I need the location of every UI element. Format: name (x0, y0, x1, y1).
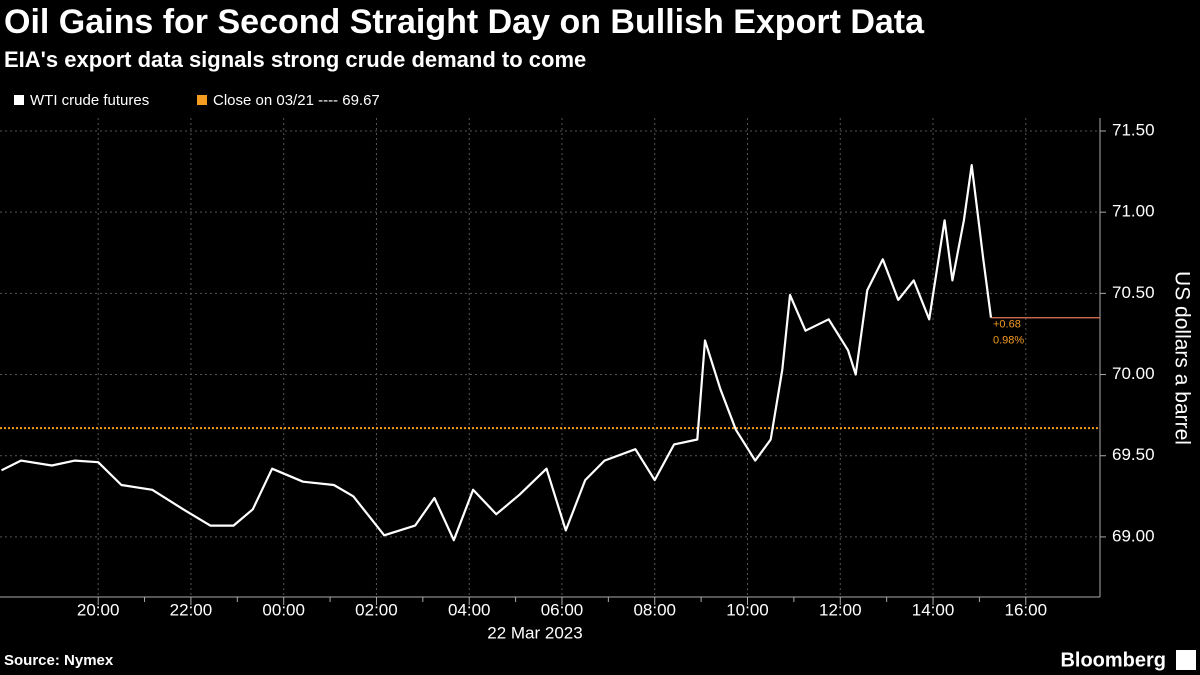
source: Source: Nymex (4, 652, 114, 669)
x-tick-label: 16:00 (1005, 600, 1048, 619)
legend-swatch (14, 95, 24, 105)
x-tick-label: 22:00 (170, 600, 213, 619)
y-tick-label: 71.50 (1112, 120, 1155, 139)
x-tick-label: 10:00 (726, 600, 769, 619)
x-tick-label: 06:00 (541, 600, 584, 619)
x-tick-label: 14:00 (912, 600, 955, 619)
y-tick-label: 69.50 (1112, 445, 1155, 464)
y-tick-label: 70.00 (1112, 364, 1155, 383)
brand: Bloomberg (1060, 649, 1166, 671)
chart-title: Oil Gains for Second Straight Day on Bul… (4, 3, 925, 41)
x-tick-label: 00:00 (262, 600, 305, 619)
y-axis-label: US dollars a barrel (1170, 271, 1193, 445)
annotation: 0.98% (993, 335, 1024, 347)
legend-label: WTI crude futures (30, 92, 149, 109)
series-line (1, 164, 993, 542)
legend-swatch (197, 95, 207, 105)
x-tick-label: 20:00 (77, 600, 120, 619)
x-axis-date: 22 Mar 2023 (487, 623, 582, 642)
y-tick-label: 70.50 (1112, 283, 1155, 302)
legend-label: Close on 03/21 ---- 69.67 (213, 92, 380, 109)
brand-icon (1176, 650, 1196, 670)
chart-subtitle: EIA's export data signals strong crude d… (4, 47, 586, 72)
y-tick-label: 69.00 (1112, 526, 1155, 545)
annotation: +0.68 (993, 319, 1021, 331)
x-tick-label: 02:00 (355, 600, 398, 619)
x-tick-label: 04:00 (448, 600, 491, 619)
x-tick-label: 08:00 (633, 600, 676, 619)
y-tick-label: 71.00 (1112, 202, 1155, 221)
x-tick-label: 12:00 (819, 600, 862, 619)
